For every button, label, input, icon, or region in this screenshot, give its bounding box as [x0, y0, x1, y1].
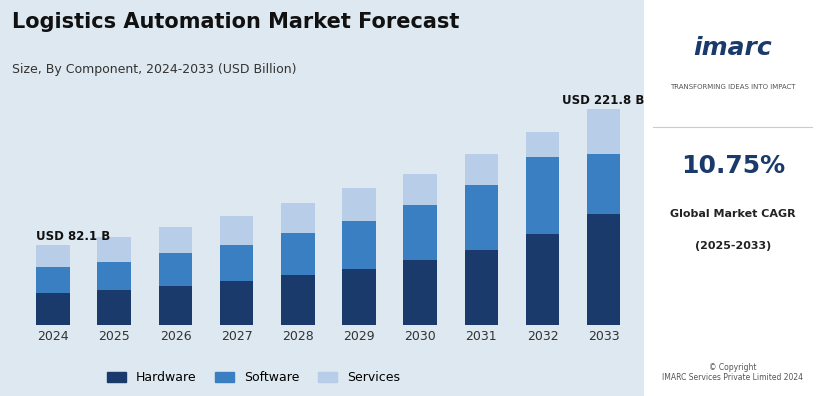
Bar	[587, 154, 621, 215]
Bar	[158, 253, 192, 286]
Bar	[36, 293, 70, 325]
Text: USD 221.8 B: USD 221.8 B	[562, 93, 644, 107]
Bar	[525, 132, 559, 157]
Text: Size, By Component, 2024-2033 (USD Billion): Size, By Component, 2024-2033 (USD Billi…	[12, 63, 297, 76]
Bar	[403, 206, 437, 260]
Bar	[465, 185, 498, 249]
Text: imarc: imarc	[694, 36, 772, 59]
Bar	[36, 267, 70, 293]
Bar	[281, 203, 314, 233]
Bar	[587, 109, 621, 154]
Bar	[98, 261, 131, 289]
Legend: Hardware, Software, Services: Hardware, Software, Services	[102, 366, 405, 389]
Bar	[281, 233, 314, 275]
Bar	[220, 245, 254, 281]
Text: (2025-2033): (2025-2033)	[695, 240, 771, 251]
Bar	[281, 275, 314, 325]
Bar	[342, 221, 376, 269]
Bar	[403, 173, 437, 206]
Text: Global Market CAGR: Global Market CAGR	[670, 209, 796, 219]
Bar	[36, 245, 70, 267]
Bar	[220, 281, 254, 325]
Bar	[465, 154, 498, 185]
Bar	[342, 188, 376, 221]
Bar	[587, 215, 621, 325]
Bar	[403, 260, 437, 325]
Text: 10.75%: 10.75%	[681, 154, 785, 178]
Bar	[158, 286, 192, 325]
Bar	[465, 249, 498, 325]
Bar	[525, 234, 559, 325]
Text: TRANSFORMING IDEAS INTO IMPACT: TRANSFORMING IDEAS INTO IMPACT	[670, 84, 796, 90]
Bar	[342, 269, 376, 325]
Text: © Copyright
IMARC Services Private Limited 2024: © Copyright IMARC Services Private Limit…	[663, 363, 803, 382]
Bar	[98, 289, 131, 325]
Text: USD 82.1 B: USD 82.1 B	[36, 230, 110, 243]
Bar	[98, 237, 131, 261]
Bar	[525, 157, 559, 234]
Text: Logistics Automation Market Forecast: Logistics Automation Market Forecast	[12, 12, 460, 32]
Bar	[158, 227, 192, 253]
Bar	[220, 215, 254, 245]
